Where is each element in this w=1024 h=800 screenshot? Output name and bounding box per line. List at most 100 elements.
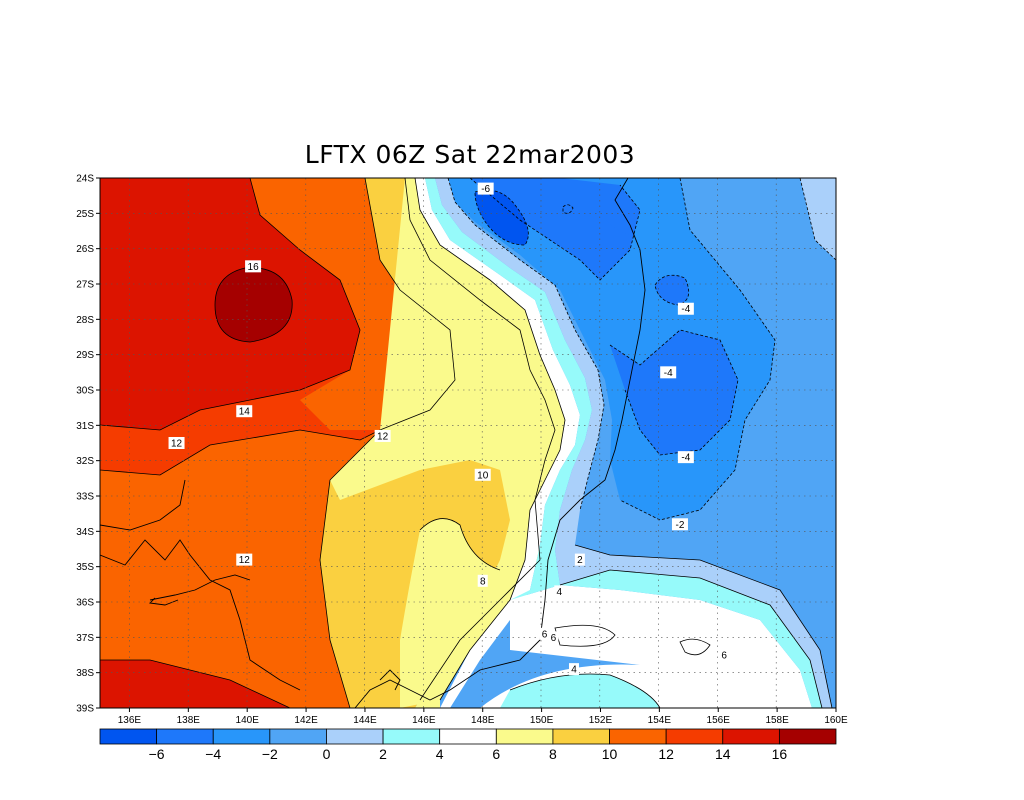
colorbar-swatch xyxy=(382,728,441,745)
lon-tick-label: 160E xyxy=(824,715,848,726)
contour-label-bg xyxy=(236,553,253,566)
negative-contour-lines xyxy=(447,178,836,521)
contour-label-bg xyxy=(168,437,185,449)
lon-tick-label: 138E xyxy=(177,715,201,726)
lon-tick-label: 154E xyxy=(648,715,672,726)
field-16b xyxy=(100,660,290,708)
latitude-axis: 24S 25S 26S 27S 28S 29S 30S 31S 32S 33S 34S 35S 36S 3… xyxy=(76,174,100,715)
field-4c xyxy=(500,674,660,708)
colorbar-label: 2 xyxy=(379,746,387,762)
contour-label: 6 xyxy=(721,651,727,662)
contour-label: 12 xyxy=(239,555,251,566)
colorbar-label: 10 xyxy=(602,746,618,762)
lat-tick-label: 27S xyxy=(76,280,94,291)
lon-tick-label: 142E xyxy=(294,715,318,726)
colorbar-label: 14 xyxy=(715,746,731,762)
colorbar-swatch xyxy=(552,728,610,745)
colorbar-swatch xyxy=(99,728,158,745)
field-4 xyxy=(425,178,592,600)
contour-label-bg xyxy=(374,429,391,442)
contour-field xyxy=(100,178,836,708)
map-frame xyxy=(99,177,837,709)
contour-label: -4 xyxy=(681,453,690,464)
lat-tick-label: 36S xyxy=(76,598,94,609)
lon-tick-label: 158E xyxy=(765,715,789,726)
lon-tick-label: 148E xyxy=(471,715,495,726)
lat-tick-label: 28S xyxy=(76,315,94,326)
lat-tick-label: 30S xyxy=(76,386,94,397)
field-m4b xyxy=(610,330,738,455)
lat-tick-label: 33S xyxy=(76,492,94,503)
field-8b xyxy=(400,518,502,708)
lon-tick-label: 152E xyxy=(589,715,613,726)
lat-tick-label: 24S xyxy=(76,174,94,185)
lon-tick-label: 150E xyxy=(530,715,554,726)
coastline xyxy=(100,178,646,708)
contour-label-bg xyxy=(245,260,262,273)
colorbar-swatch xyxy=(269,728,327,745)
field-m4c xyxy=(655,275,689,305)
contour-label-bg xyxy=(671,518,688,531)
lat-tick-label: 31S xyxy=(76,421,94,432)
lat-tick-label: 37S xyxy=(76,633,94,644)
lon-tick-label: 136E xyxy=(118,715,142,726)
colorbar-swatch xyxy=(326,728,384,745)
colorbar-label: −4 xyxy=(205,746,221,762)
colorbar: −6 −4 −2 0 2 4 6 8 10 12 14 16 xyxy=(99,728,837,762)
colorbar-label: 6 xyxy=(492,746,500,762)
colorbar-label: −2 xyxy=(262,746,278,762)
contour-label: -4 xyxy=(664,368,673,379)
colorbar-swatch xyxy=(609,728,667,745)
colorbar-swatch xyxy=(722,728,780,745)
lon-tick-label: 144E xyxy=(353,715,377,726)
contour-label-bg xyxy=(477,182,494,195)
contour-label: -4 xyxy=(681,304,690,315)
contour-label-bg xyxy=(677,451,694,464)
contour-label: 4 xyxy=(571,665,577,676)
lon-tick-label: 146E xyxy=(412,715,436,726)
field-gt16 xyxy=(215,267,293,342)
contour-label: 8 xyxy=(480,576,486,587)
contour-label: 16 xyxy=(248,262,260,273)
lon-tick-label: 140E xyxy=(236,715,260,726)
lat-tick-label: 29S xyxy=(76,350,94,361)
contour-label-bg xyxy=(660,366,677,379)
contour-label-bg xyxy=(474,468,491,481)
contour-label: 6 xyxy=(542,629,548,640)
longitude-axis: 136E 138E 140E 142E 144E 146E 148E 150E 152E 154E… xyxy=(118,708,848,726)
contour-lines xyxy=(100,178,833,708)
colorbar-label: 4 xyxy=(436,746,444,762)
colorbar-label: 12 xyxy=(658,746,674,762)
contour-label: 2 xyxy=(577,555,583,566)
colorbar-label: 8 xyxy=(549,746,557,762)
contour-label-bg xyxy=(719,649,730,661)
colorbar-swatch xyxy=(156,728,214,745)
contour-label-bg xyxy=(539,627,550,640)
contour-label: 10 xyxy=(477,470,489,481)
contour-label: 12 xyxy=(171,439,183,450)
colorbar-swatch xyxy=(665,728,724,745)
contour-label: 4 xyxy=(556,587,562,598)
field-2 xyxy=(435,178,832,708)
field-2b xyxy=(800,178,836,260)
lat-tick-label: 39S xyxy=(76,704,94,715)
contour-label: 6 xyxy=(551,633,557,644)
lat-tick-label: 25S xyxy=(76,209,94,220)
colorbar-swatch xyxy=(439,728,497,745)
field-8 xyxy=(330,178,565,708)
colorbar-label: −6 xyxy=(149,746,165,762)
lat-tick-label: 26S xyxy=(76,244,94,255)
contour-label-bg xyxy=(568,663,579,676)
lon-tick-label: 156E xyxy=(707,715,731,726)
contour-label-bg xyxy=(677,302,694,315)
contour-label-bg xyxy=(236,405,253,418)
contour-label-bg xyxy=(548,631,559,644)
contour-label: 12 xyxy=(377,431,389,442)
colorbar-swatch xyxy=(495,728,554,745)
field-m6 xyxy=(475,190,529,245)
contour-label: 14 xyxy=(239,407,251,418)
contour-label-bg xyxy=(574,553,585,566)
contour-label-bg xyxy=(477,574,488,587)
